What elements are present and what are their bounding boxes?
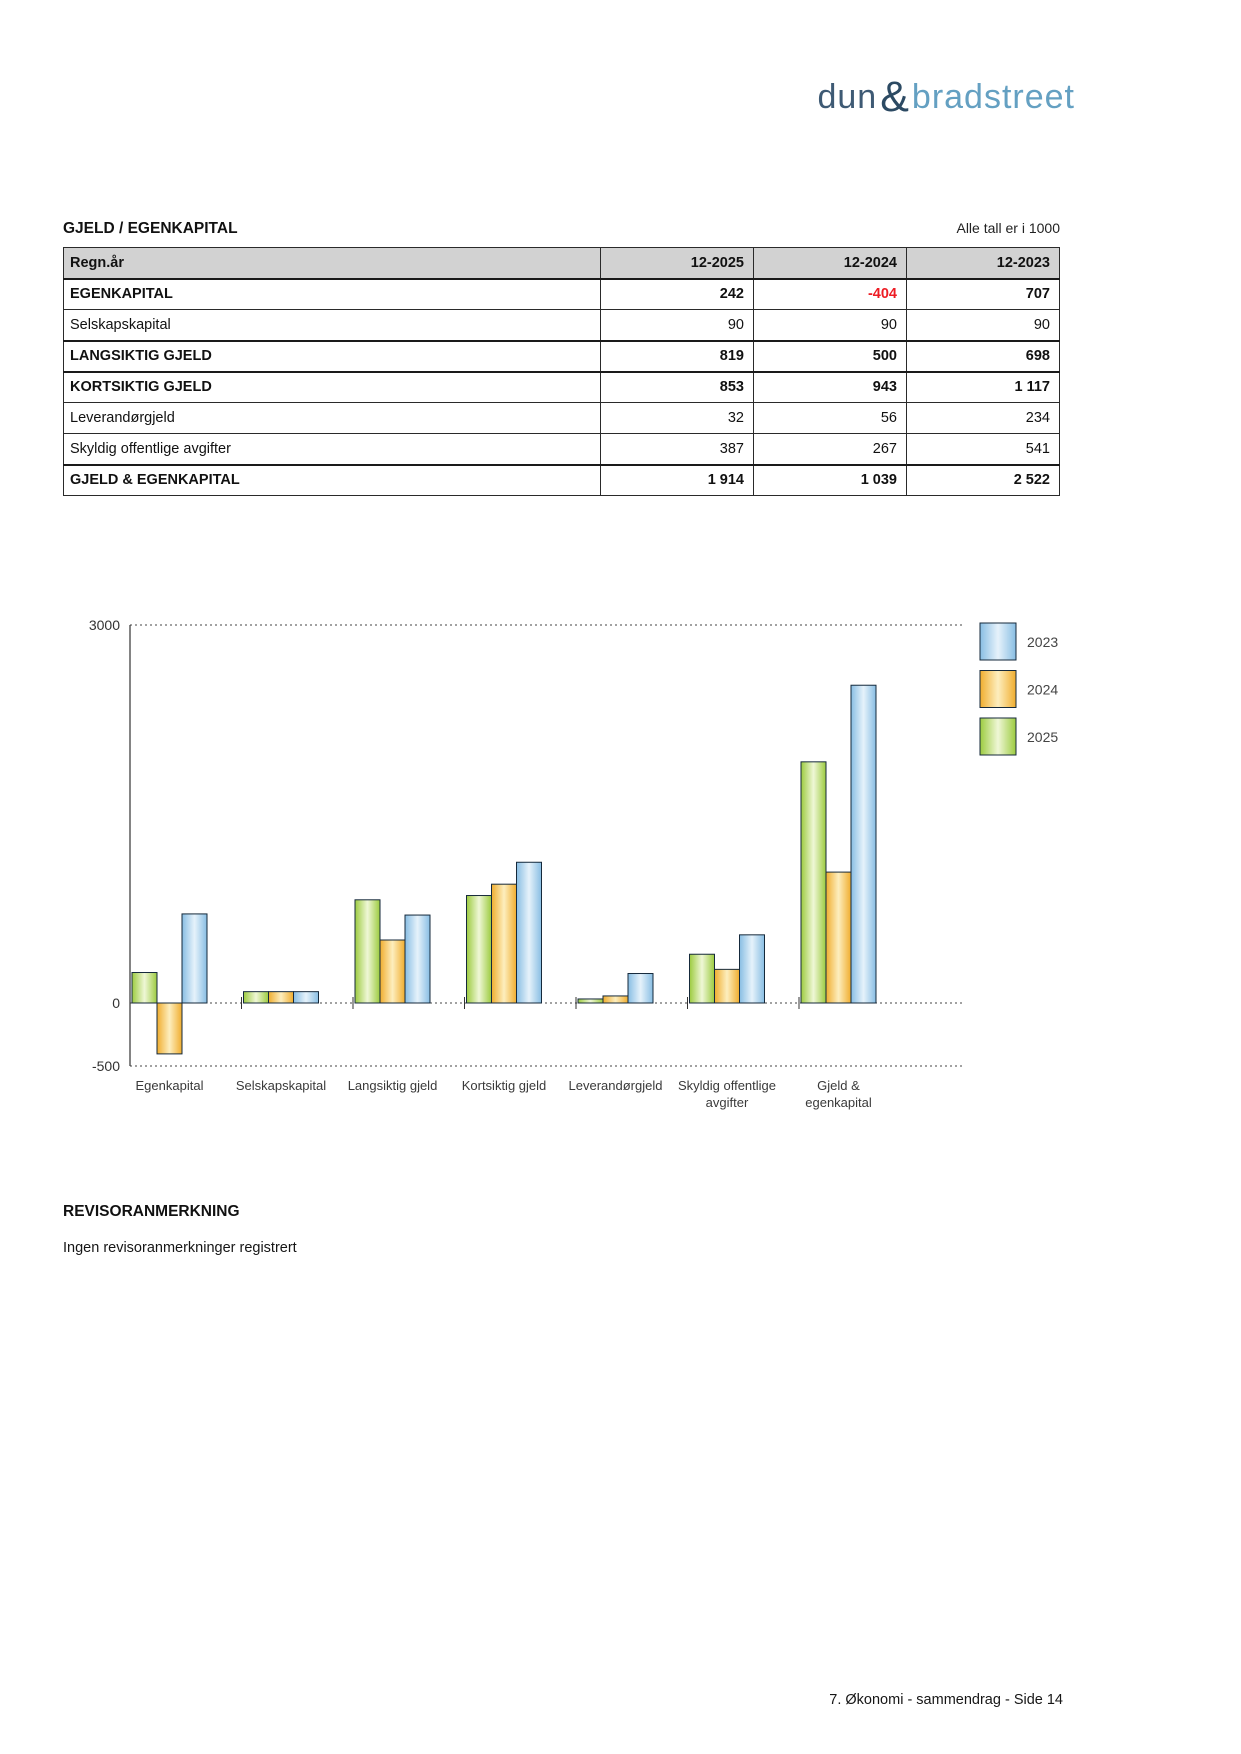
- row-label: Leverandørgjeld: [63, 402, 601, 434]
- y-axis-tick-label: -500: [92, 1058, 120, 1074]
- category-label: egenkapital: [805, 1095, 872, 1110]
- row-value: 387: [600, 433, 754, 465]
- bar-2024-1: [268, 991, 294, 1004]
- bar-2023-1: [293, 991, 319, 1004]
- row-label: KORTSIKTIG GJELD: [63, 370, 601, 403]
- category-label: Leverandørgjeld: [569, 1078, 663, 1093]
- row-value: 90: [600, 309, 754, 341]
- category-label: Kortsiktig gjeld: [462, 1078, 547, 1093]
- row-value: 267: [753, 433, 907, 465]
- row-value: 500: [753, 339, 907, 372]
- bar-2024-6: [825, 871, 852, 1004]
- table-row: Selskapskapital 90 90 90: [63, 309, 1060, 341]
- row-value: -404: [753, 277, 907, 310]
- y-axis-tick-label: 3000: [89, 617, 120, 633]
- row-value: 90: [753, 309, 907, 341]
- bar-2025-6: [800, 761, 827, 1004]
- bar-2024-5: [714, 968, 740, 1004]
- row-value: 1 914: [600, 463, 754, 496]
- bar-2023-4: [627, 973, 654, 1004]
- bar-2024-3: [491, 883, 517, 1004]
- bar-2025-4: [577, 998, 604, 1004]
- row-value: 56: [753, 402, 907, 434]
- y-axis-tick-label: 0: [112, 995, 120, 1011]
- bar-2023-0: [181, 913, 208, 1004]
- chart-svg: 3000 0 -500 Egenkapital Selskapskapital Langs…: [89, 617, 1059, 1110]
- header-12-2023: 12-2023: [906, 247, 1060, 280]
- table-header-row: Regn.år 12-2025 12-2024 12-2023: [63, 247, 1060, 280]
- logo-bradstreet-text: bradstreet: [911, 78, 1075, 116]
- row-value: 853: [600, 370, 754, 403]
- legend-swatch-2023: [979, 622, 1017, 661]
- revisor-heading: REVISORANMERKNING: [63, 1203, 240, 1220]
- row-label: GJELD & EGENKAPITAL: [63, 463, 601, 496]
- table-row: Skyldig offentlige avgifter 387 267 541: [63, 433, 1060, 465]
- row-value: 1 117: [906, 370, 1060, 403]
- category-label: Skyldig offentlige: [678, 1078, 776, 1093]
- row-value: 943: [753, 370, 907, 403]
- revisor-text: Ingen revisoranmerkninger registrert: [63, 1240, 297, 1256]
- category-label: avgifter: [706, 1095, 749, 1110]
- section-title: GJELD / EGENKAPITAL: [63, 220, 238, 237]
- table-row: GJELD & EGENKAPITAL 1 914 1 039 2 522: [63, 463, 1060, 496]
- bar-2025-0: [131, 972, 158, 1004]
- header-12-2025: 12-2025: [600, 247, 754, 280]
- row-label: Skyldig offentlige avgifter: [63, 433, 601, 465]
- row-value: 698: [906, 339, 1060, 372]
- header-regnaar: Regn.år: [63, 247, 601, 280]
- gjeld-egenkapital-section: GJELD / EGENKAPITAL Alle tall er i 1000 …: [63, 220, 1060, 496]
- table-title-row: GJELD / EGENKAPITAL Alle tall er i 1000: [63, 220, 1060, 238]
- table-row: EGENKAPITAL 242 -404 707: [63, 277, 1060, 310]
- bar-2025-1: [243, 991, 269, 1004]
- category-label: Langsiktig gjeld: [348, 1078, 438, 1093]
- logo-ampersand-icon: &: [880, 73, 909, 121]
- legend-label-2025: 2025: [1027, 729, 1058, 745]
- bar-2023-3: [516, 861, 542, 1004]
- units-note: Alle tall er i 1000: [956, 220, 1060, 236]
- row-value: 2 522: [906, 463, 1060, 496]
- bar-2023-6: [850, 684, 877, 1004]
- balance-table: Regn.år 12-2025 12-2024 12-2023 EGENKAPI…: [63, 247, 1060, 496]
- bar-2025-5: [689, 953, 715, 1004]
- row-label: Selskapskapital: [63, 309, 601, 341]
- category-label: Egenkapital: [136, 1078, 204, 1093]
- row-value: 541: [906, 433, 1060, 465]
- revisor-section: REVISORANMERKNING Ingen revisoranmerknin…: [63, 1203, 297, 1256]
- balance-bar-chart: 3000 0 -500 Egenkapital Selskapskapital Langs…: [55, 530, 1105, 1130]
- bar-2025-2: [354, 899, 381, 1004]
- category-label: Gjeld &: [817, 1078, 860, 1093]
- row-value: 707: [906, 277, 1060, 310]
- row-value: 32: [600, 402, 754, 434]
- page-footer: 7. Økonomi - sammendrag - Side 14: [829, 1692, 1063, 1708]
- row-value: 1 039: [753, 463, 907, 496]
- header-12-2024: 12-2024: [753, 247, 907, 280]
- table-body: EGENKAPITAL 242 -404 707 Selskapskapital 90 90…: [63, 277, 1060, 496]
- legend-swatch-2024: [979, 670, 1017, 708]
- row-value: 242: [600, 277, 754, 310]
- row-value: 90: [906, 309, 1060, 341]
- bar-2023-5: [739, 934, 765, 1004]
- table-row: LANGSIKTIG GJELD 819 500 698: [63, 339, 1060, 372]
- legend-swatch-2025: [979, 717, 1017, 756]
- row-label: EGENKAPITAL: [63, 277, 601, 310]
- bar-2025-3: [466, 895, 492, 1004]
- bar-2023-2: [404, 914, 431, 1004]
- bar-2024-4: [602, 995, 629, 1004]
- row-value: 234: [906, 402, 1060, 434]
- table-row: KORTSIKTIG GJELD 853 943 1 117: [63, 370, 1060, 403]
- bar-2024-0: [156, 1002, 183, 1055]
- bar-2024-2: [379, 939, 406, 1004]
- table-row: Leverandørgjeld 32 56 234: [63, 402, 1060, 434]
- logo-dun-text: dun: [817, 78, 878, 116]
- dnb-logo: dun & bradstreet: [817, 70, 1075, 121]
- row-value: 819: [600, 339, 754, 372]
- category-label: Selskapskapital: [236, 1078, 326, 1093]
- legend-label-2023: 2023: [1027, 634, 1058, 650]
- row-label: LANGSIKTIG GJELD: [63, 339, 601, 372]
- legend-label-2024: 2024: [1027, 682, 1058, 698]
